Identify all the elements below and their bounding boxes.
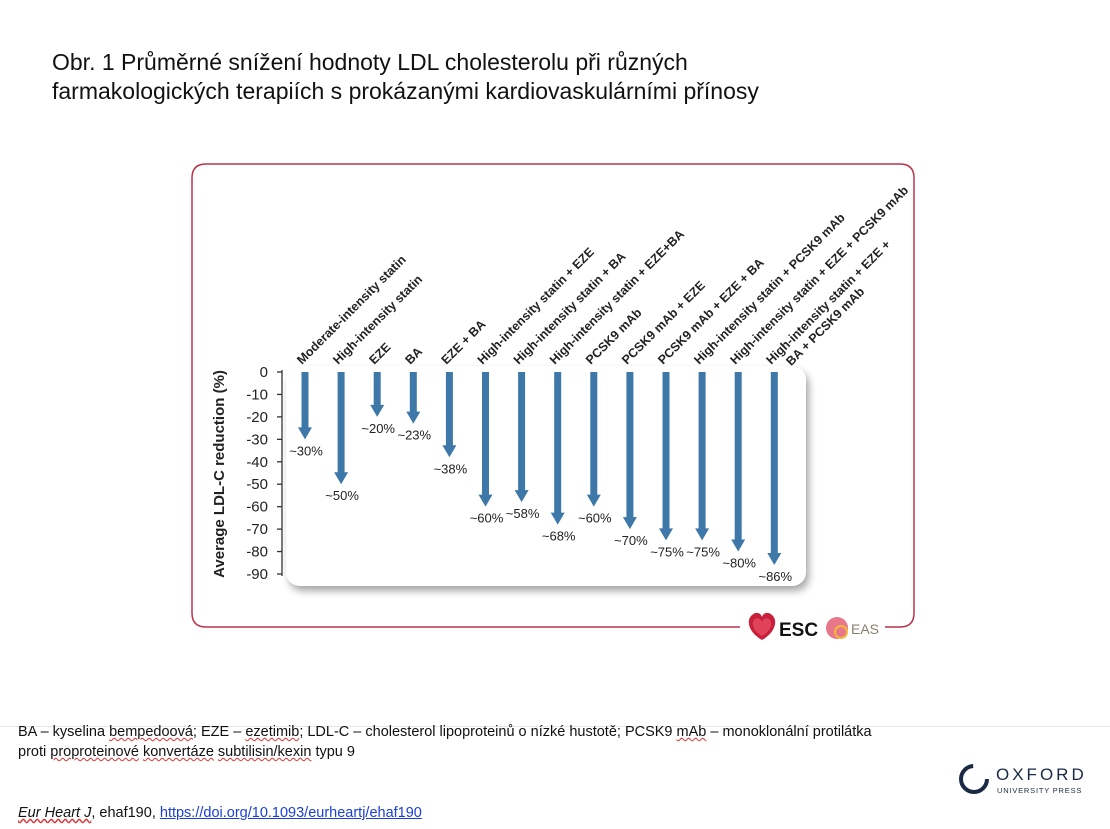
y-axis-label: Average LDL-C reduction (%): [211, 370, 228, 578]
caption-text: mAb: [676, 724, 707, 740]
arrow-bar: [586, 372, 601, 507]
data-label: ~80%: [722, 556, 756, 571]
category-label: High-intensity statin + PCSK9 mAb: [691, 210, 848, 367]
data-label: ~60%: [578, 511, 612, 526]
svg-text:UNIVERSITY PRESS: UNIVERSITY PRESS: [997, 786, 1082, 795]
arrow-bar: [659, 372, 673, 541]
caption: BA – kyselina bempedoová; EZE – ezetimib…: [18, 722, 898, 762]
y-tick-label: 0: [260, 364, 268, 381]
arrow-bar: [550, 372, 565, 525]
data-label: ~23%: [397, 428, 431, 443]
data-label: ~68%: [542, 529, 576, 544]
eas-logo: EAS: [826, 617, 879, 639]
arrow-bar: [695, 372, 710, 541]
arrow-bar: [767, 372, 782, 566]
doi-link[interactable]: https://doi.org/10.1093/eurheartj/ehaf19…: [159, 805, 422, 821]
caption-text: bempedoová: [109, 724, 193, 740]
category-label: EZE: [366, 340, 393, 367]
arrow-bar: [334, 372, 349, 485]
arrow-bar: [298, 372, 312, 440]
category-label: BA: [403, 344, 426, 367]
caption-text: proproteinové: [50, 744, 139, 760]
y-tick-label: -50: [246, 476, 268, 493]
svg-text:OXFORD: OXFORD: [996, 765, 1087, 784]
caption-text: konvertáze: [142, 744, 214, 760]
page-title: Obr. 1 Průměrné snížení hodnoty LDL chol…: [52, 49, 759, 104]
arrow-bar: [622, 372, 637, 530]
y-tick-label: -70: [246, 521, 268, 538]
category-label-line: EZE: [366, 340, 393, 367]
caption-text: subtilisin/kexin: [217, 744, 312, 760]
data-label: ~86%: [758, 569, 792, 584]
y-tick-label: -60: [246, 499, 268, 516]
caption-text: typu 9: [311, 744, 355, 760]
data-label: ~60%: [470, 511, 504, 526]
y-tick-label: -30: [246, 431, 268, 448]
y-tick-label: -10: [246, 386, 268, 403]
data-label: ~38%: [434, 461, 468, 476]
svg-text:ESC: ESC: [779, 620, 818, 641]
data-label: ~30%: [289, 443, 323, 458]
y-tick-label: -90: [246, 566, 268, 583]
y-tick-label: -20: [246, 409, 268, 426]
citation: Eur Heart J, ehaf190, https://doi.org/10…: [18, 805, 422, 821]
data-label: ~75%: [686, 544, 720, 559]
esc-logo: ESC: [748, 612, 818, 641]
arrow-bar: [478, 372, 493, 507]
arrow-bar: [442, 372, 457, 458]
data-label: ~20%: [361, 421, 395, 436]
data-label: ~58%: [506, 506, 540, 521]
divider: [0, 726, 1110, 727]
category-label-line: BA: [403, 344, 426, 367]
data-label: ~50%: [325, 488, 359, 503]
data-label: ~75%: [650, 544, 684, 559]
caption-text: ; EZE –: [192, 724, 246, 740]
arrow-bar: [731, 372, 746, 552]
oxford-emblem-icon: [959, 764, 989, 794]
chart-frame: [191, 163, 915, 628]
arrow-bar: [406, 372, 421, 424]
oxford-logo: OXFORD UNIVERSITY PRESS: [958, 762, 1093, 803]
y-tick-label: -40: [246, 454, 268, 471]
chart: 0-10-20-30-40-50-60-70-80-90 ~30%Moderat…: [191, 163, 915, 641]
caption-text: – monoklonální protilátka proti: [18, 724, 872, 760]
caption-text: BA – kyselina: [18, 724, 110, 740]
citation-text: , ehaf190,: [91, 805, 160, 821]
y-tick-label: -80: [246, 544, 268, 561]
category-label-line: High-intensity statin + PCSK9 mAb: [691, 210, 848, 367]
caption-text: ezetimib: [245, 724, 300, 740]
caption-text: ; LDL-C – cholesterol lipoproteinů o níz…: [299, 724, 677, 740]
arrow-bar: [514, 372, 529, 503]
arrow-bar: [370, 372, 385, 417]
svg-text:EAS: EAS: [851, 621, 879, 637]
plot-card: [286, 366, 806, 586]
data-label: ~70%: [614, 533, 648, 548]
journal-name: Eur Heart J: [18, 805, 92, 821]
